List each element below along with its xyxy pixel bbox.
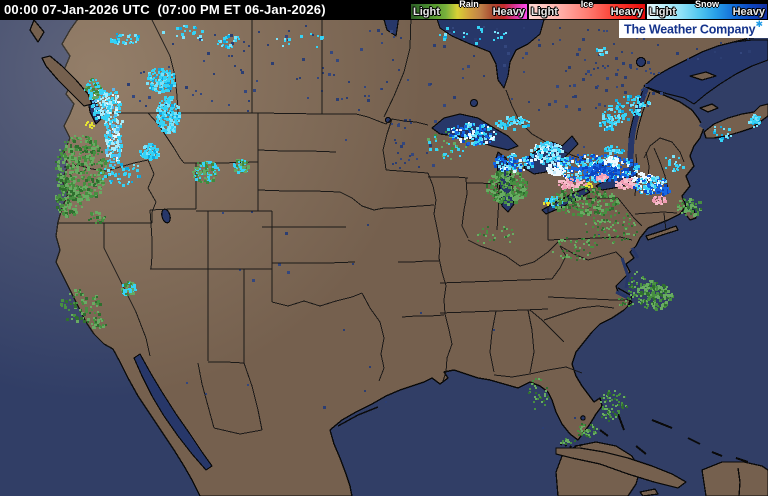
delaware-bay — [630, 247, 640, 259]
timestamp-text: 00:00 07-Jan-2026 UTC (07:00 PM ET 06-Ja… — [4, 2, 326, 17]
logo-star-icon: ✱ — [755, 19, 763, 29]
title-bar: 00:00 07-Jan-2026 UTC (07:00 PM ET 06-Ja… — [0, 0, 768, 20]
jamaica — [639, 488, 659, 496]
snow-gradient-bar — [647, 4, 767, 19]
haida-gwaii — [29, 19, 45, 43]
hispaniola — [701, 461, 768, 496]
ice-light-label: Light — [531, 6, 558, 18]
anticosti-island — [689, 71, 717, 81]
snow-label: Snow — [695, 0, 719, 9]
lac-st-jean — [635, 56, 647, 68]
prince-edward-island — [699, 103, 719, 113]
haiti-dr-border — [737, 467, 741, 496]
chesapeake-bay — [620, 257, 630, 289]
rain-label: Rain — [459, 0, 479, 9]
weather-company-logo: The Weather Company✱ — [619, 20, 768, 38]
rain-heavy-label: Heavy — [492, 6, 525, 18]
ice-heavy-label: Heavy — [610, 6, 643, 18]
legend-rain: Rain Light Heavy — [410, 0, 528, 20]
gulf-of-california — [133, 353, 213, 471]
bahamas — [599, 413, 749, 463]
weather-company-logo-text: The Weather Company — [624, 22, 756, 37]
st-lawrence-river — [627, 86, 649, 181]
texas-barrier-islands — [337, 406, 379, 427]
ice-gradient-bar — [529, 4, 645, 19]
rain-gradient-bar — [411, 4, 527, 19]
vancouver-island — [41, 55, 93, 107]
lake-okeechobee — [580, 415, 586, 421]
legend-ice: Ice Light Heavy — [528, 0, 646, 20]
nova-scotia — [703, 103, 768, 139]
pamlico-sound — [615, 290, 629, 300]
radar-echoes — [55, 25, 761, 445]
legend-snow: Snow Light Heavy — [646, 0, 768, 20]
cuba — [555, 447, 687, 489]
rain-light-label: Light — [413, 6, 440, 18]
snow-light-label: Light — [649, 6, 676, 18]
islands — [29, 19, 768, 496]
lake-nipigon — [469, 98, 479, 108]
snow-heavy-label: Heavy — [732, 6, 765, 18]
long-island — [645, 225, 679, 241]
precip-legend: Rain Light Heavy Ice Light Heavy Snow Li… — [410, 0, 768, 20]
ice-label: Ice — [580, 0, 594, 9]
